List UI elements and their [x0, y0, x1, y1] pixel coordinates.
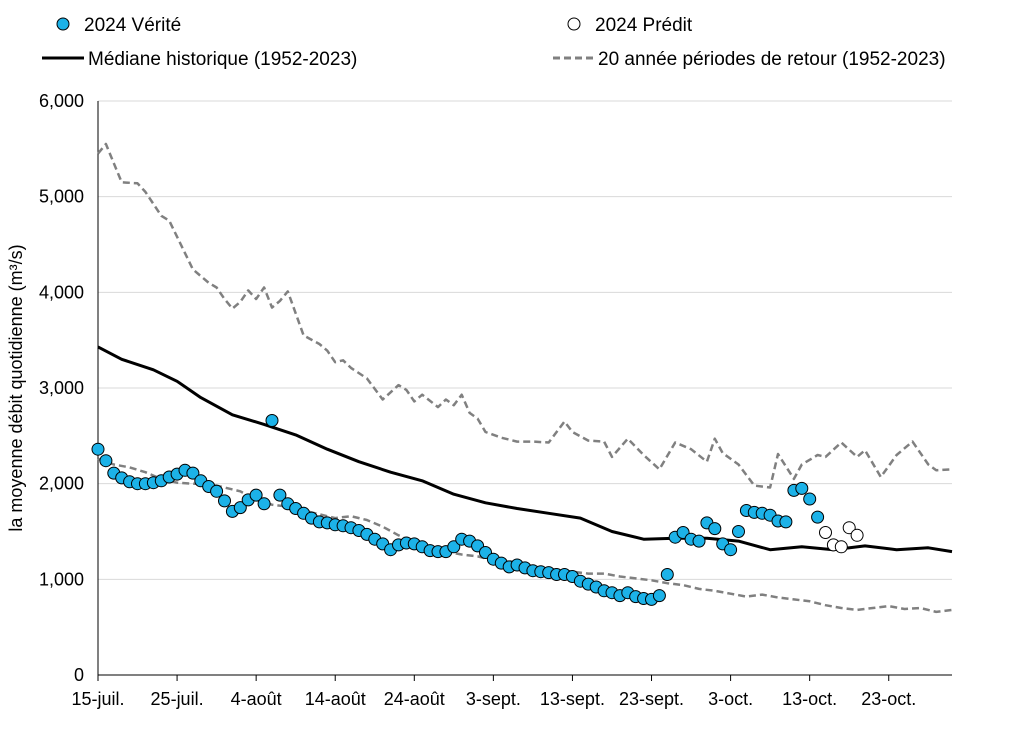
y-axis-title: la moyenne débit quotidienne (m³/s) [6, 244, 26, 531]
observed-point [273, 488, 287, 502]
observed-point [692, 534, 706, 548]
observed-point [724, 543, 738, 557]
y-tick-label-0: 0 [74, 665, 84, 685]
observed-point [779, 515, 793, 529]
legend-marker-observed [56, 17, 70, 31]
median-line [97, 345, 953, 554]
series-layer [91, 142, 953, 614]
y-tick-label-2: 2,000 [39, 474, 84, 494]
x-tick-label-5: 3-sept. [466, 689, 521, 709]
observed-point [257, 497, 271, 511]
observed-point [708, 522, 722, 536]
observed-point [218, 494, 231, 508]
legend-item-predicted: 2024 Prédit [567, 15, 693, 36]
legend-label-observed: 2024 Vérité [84, 15, 181, 36]
legend-item-return-period: 20 année périodes de retour (1952-2023) [553, 49, 946, 70]
x-tick-label-4: 24-août [384, 689, 445, 709]
observed-point [652, 589, 666, 603]
legend-item-median: Médiane historique (1952-2023) [42, 49, 357, 70]
y-tick-label-1: 1,000 [39, 569, 84, 589]
x-tick-label-8: 3-oct. [708, 689, 753, 709]
observed-point [447, 540, 461, 554]
predicted-point [850, 528, 864, 542]
return-period-line-upper [97, 142, 953, 489]
x-tick-label-1: 25-juil. [151, 689, 204, 709]
observed-point [811, 510, 825, 524]
predicted-point [842, 521, 856, 535]
x-tick-label-2: 4-août [231, 689, 282, 709]
x-tick-label-7: 23-sept. [619, 689, 684, 709]
observed-point [186, 466, 200, 480]
predicted-point [834, 540, 848, 554]
legend-label-return-period: 20 année périodes de retour (1952-2023) [598, 49, 946, 70]
observed-point [233, 501, 247, 515]
observed-point [660, 568, 674, 581]
y-tick-label-3: 3,000 [39, 378, 84, 398]
y-tick-label-4: 4,000 [39, 282, 84, 302]
x-tick-label-6: 13-sept. [540, 689, 605, 709]
legend-marker-predicted [567, 17, 581, 31]
observed-point [210, 484, 224, 498]
legend: 2024 Vérité 2024 Prédit Médiane historiq… [42, 15, 946, 70]
observed-point [795, 481, 809, 495]
x-tick-label-9: 13-oct. [782, 689, 837, 709]
y-tick-label-5: 5,000 [39, 187, 84, 207]
y-tick-label-6: 6,000 [39, 91, 84, 111]
x-tick-label-10: 23-oct. [861, 689, 916, 709]
observed-point [91, 442, 105, 456]
observed-point [803, 492, 817, 506]
legend-item-observed: 2024 Vérité [56, 15, 181, 36]
legend-label-predicted: 2024 Prédit [595, 15, 693, 36]
y-axis-ticks: 0 1,000 2,000 3,000 4,000 5,000 6,000 [39, 91, 84, 685]
observed-point [265, 414, 279, 427]
x-tick-label-0: 15-juil. [71, 689, 124, 709]
x-axis: 15-juil. 25-juil. 4-août 14-août 24-août 3-se… [71, 101, 952, 709]
observed-point [732, 525, 745, 538]
predicted-point [819, 526, 832, 539]
legend-label-median: Médiane historique (1952-2023) [88, 49, 357, 70]
observed-point [99, 454, 113, 468]
x-tick-label-3: 14-août [305, 689, 366, 709]
observed-point [249, 488, 263, 502]
gridlines [98, 100, 952, 580]
